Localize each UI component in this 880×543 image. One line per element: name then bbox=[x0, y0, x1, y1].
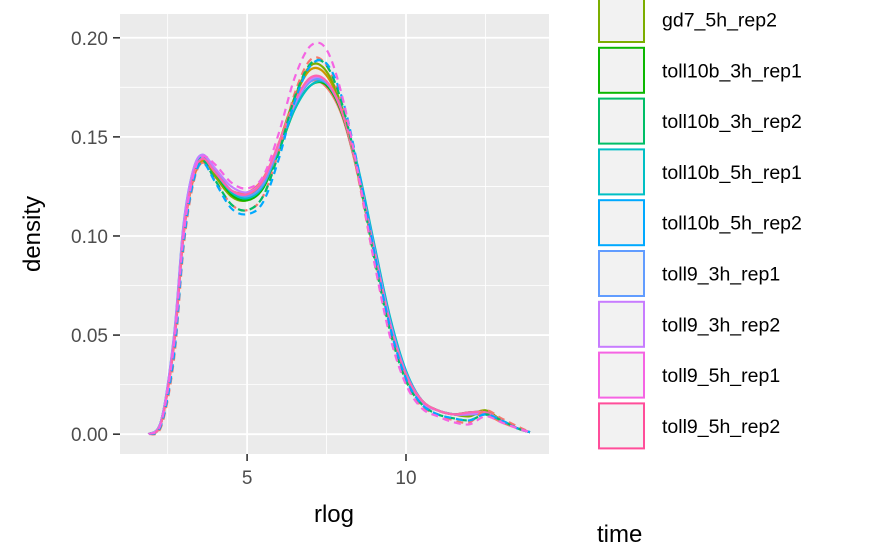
density-curve bbox=[147, 41, 531, 436]
legend-label: toll10b_3h_rep1 bbox=[662, 60, 802, 82]
y-tick-label: 0.05 bbox=[71, 326, 108, 347]
major-gridlines bbox=[120, 14, 549, 454]
legend-key bbox=[598, 0, 645, 43]
legend: gd7_5h_rep2 toll10b_3h_rep1 toll10b_3h_rep… bbox=[598, 0, 802, 450]
x-axis-tick-labels: 5 10 bbox=[242, 468, 417, 489]
y-tick-label: 0.00 bbox=[71, 425, 108, 446]
y-tick-label: 0.10 bbox=[71, 227, 108, 248]
x-tick-label: 10 bbox=[395, 468, 416, 489]
legend-label: toll10b_5h_rep2 bbox=[662, 213, 802, 235]
y-axis-title: density bbox=[19, 196, 46, 272]
legend-label: toll9_5h_rep1 bbox=[662, 365, 780, 387]
y-axis-tick-labels: 0.00 0.05 0.10 0.15 0.20 bbox=[71, 29, 108, 446]
axis-ticks bbox=[113, 36, 407, 461]
legend-label: gd7_5h_rep2 bbox=[662, 10, 777, 32]
x-axis-title: rlog bbox=[314, 501, 354, 528]
density-curves bbox=[147, 41, 531, 436]
legend-title: time bbox=[597, 521, 642, 543]
x-tick-label: 5 bbox=[242, 468, 253, 489]
legend-label: toll9_3h_rep1 bbox=[662, 264, 780, 286]
legend-label: toll10b_5h_rep1 bbox=[662, 162, 802, 184]
density-curve bbox=[148, 56, 531, 436]
legend-label: toll9_3h_rep2 bbox=[662, 314, 780, 336]
y-tick-label: 0.15 bbox=[71, 128, 108, 149]
y-tick-label: 0.20 bbox=[71, 29, 108, 50]
legend-label: toll9_5h_rep2 bbox=[662, 416, 780, 438]
legend-label: toll10b_3h_rep2 bbox=[662, 111, 802, 133]
density-curve bbox=[147, 58, 531, 436]
